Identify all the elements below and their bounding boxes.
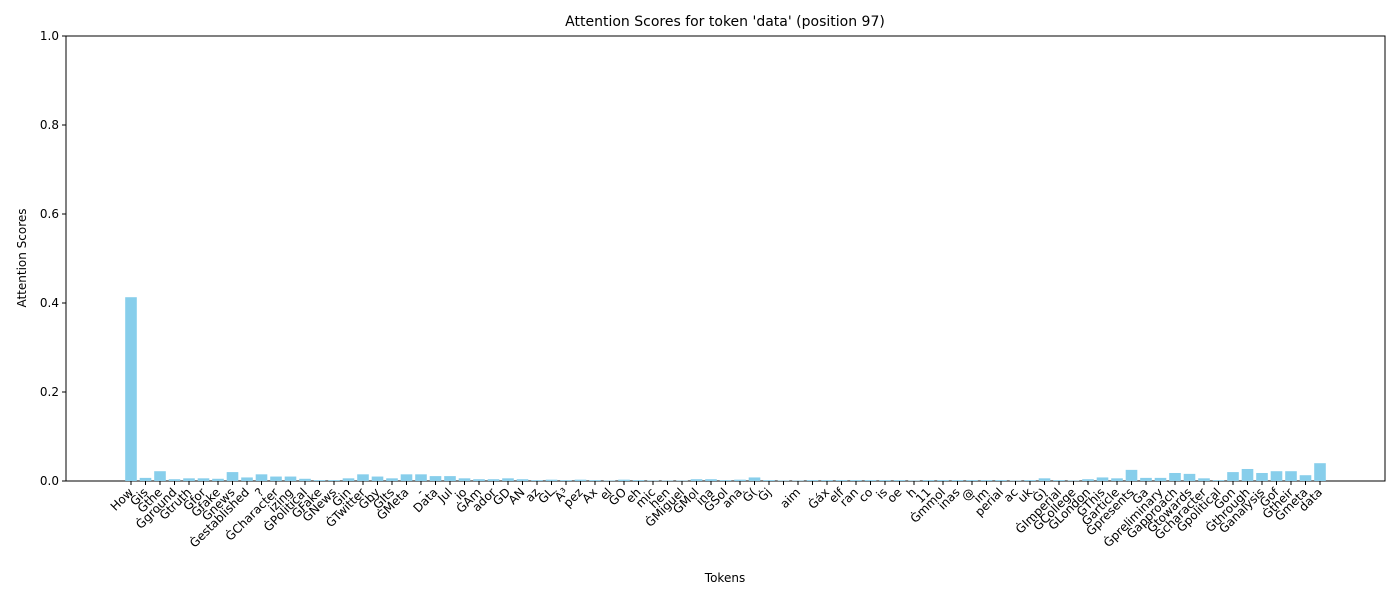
bar — [502, 478, 514, 481]
bar — [1299, 475, 1312, 481]
bar — [1125, 469, 1138, 481]
bar — [400, 474, 413, 481]
bar — [1111, 478, 1123, 481]
x-tick-label: Ax — [579, 485, 600, 506]
bar — [850, 480, 862, 481]
bar — [226, 472, 239, 481]
bar — [255, 474, 268, 481]
bar — [980, 480, 993, 481]
bar — [705, 479, 717, 481]
y-tick-label: 0.0 — [40, 474, 59, 488]
x-tick-label: Ġj — [754, 484, 774, 504]
bar — [1053, 480, 1065, 481]
bar — [560, 480, 572, 481]
bar — [719, 480, 732, 481]
bar — [1270, 471, 1283, 481]
bar — [1169, 472, 1181, 481]
bar — [1096, 477, 1109, 481]
y-axis-label: Attention Scores — [15, 208, 29, 307]
bar — [821, 480, 833, 481]
bar — [951, 480, 964, 481]
bar — [690, 479, 703, 481]
bar — [284, 476, 297, 481]
x-tick-label: Jul — [434, 485, 455, 506]
x-tick-label: co — [856, 485, 876, 505]
bar — [748, 477, 761, 481]
bar — [139, 477, 152, 481]
bar — [806, 480, 819, 481]
bar — [1183, 473, 1196, 481]
bar — [241, 477, 253, 481]
bar — [458, 478, 471, 481]
bar — [516, 479, 529, 481]
y-tick-label: 0.4 — [40, 296, 59, 310]
bar — [1241, 468, 1254, 481]
bar — [922, 480, 935, 481]
bar — [937, 480, 949, 481]
x-tick-label: oe — [884, 485, 904, 505]
bar — [1198, 478, 1210, 481]
bar — [1024, 480, 1036, 481]
bar — [415, 474, 427, 481]
bar — [154, 471, 166, 481]
bar — [212, 478, 224, 481]
bar — [589, 480, 601, 481]
y-tick-label: 0.8 — [40, 118, 59, 132]
bar — [313, 480, 326, 481]
x-tick-label: aim — [777, 485, 803, 511]
bar — [574, 479, 587, 481]
bar — [1285, 471, 1297, 481]
bar — [328, 480, 340, 481]
bar — [1314, 463, 1326, 481]
bar — [371, 476, 384, 481]
bar — [342, 478, 355, 481]
y-tick-label: 1.0 — [40, 29, 59, 43]
bar — [473, 479, 485, 481]
bar — [1256, 472, 1268, 481]
bar — [386, 478, 398, 481]
bar — [545, 479, 558, 481]
bar — [966, 480, 978, 481]
bar — [618, 479, 630, 481]
bar — [1212, 480, 1225, 481]
bar — [487, 479, 500, 481]
bar — [197, 478, 210, 481]
bar — [168, 479, 181, 481]
bar — [995, 480, 1007, 481]
bar — [1038, 478, 1051, 481]
bar — [299, 478, 311, 481]
bar — [531, 480, 543, 481]
bar — [632, 480, 645, 481]
bar — [444, 476, 456, 481]
bar — [893, 480, 906, 481]
bar — [734, 479, 746, 481]
y-tick-label: 0.6 — [40, 207, 59, 221]
bar — [879, 480, 891, 481]
bar — [1227, 472, 1239, 481]
chart-title: Attention Scores for token 'data' (posit… — [565, 14, 885, 30]
bar — [864, 480, 877, 481]
bar — [125, 297, 137, 481]
bar — [1082, 479, 1094, 481]
bar — [763, 480, 775, 481]
y-tick-label: 0.2 — [40, 385, 59, 399]
bar — [183, 478, 195, 481]
x-axis-label: Tokens — [704, 571, 745, 585]
plot-frame — [65, 35, 1386, 482]
bar — [357, 474, 369, 481]
bar — [429, 476, 442, 481]
bar — [835, 480, 848, 481]
bar — [270, 476, 282, 481]
bar — [1154, 477, 1167, 481]
bar — [1140, 477, 1152, 481]
